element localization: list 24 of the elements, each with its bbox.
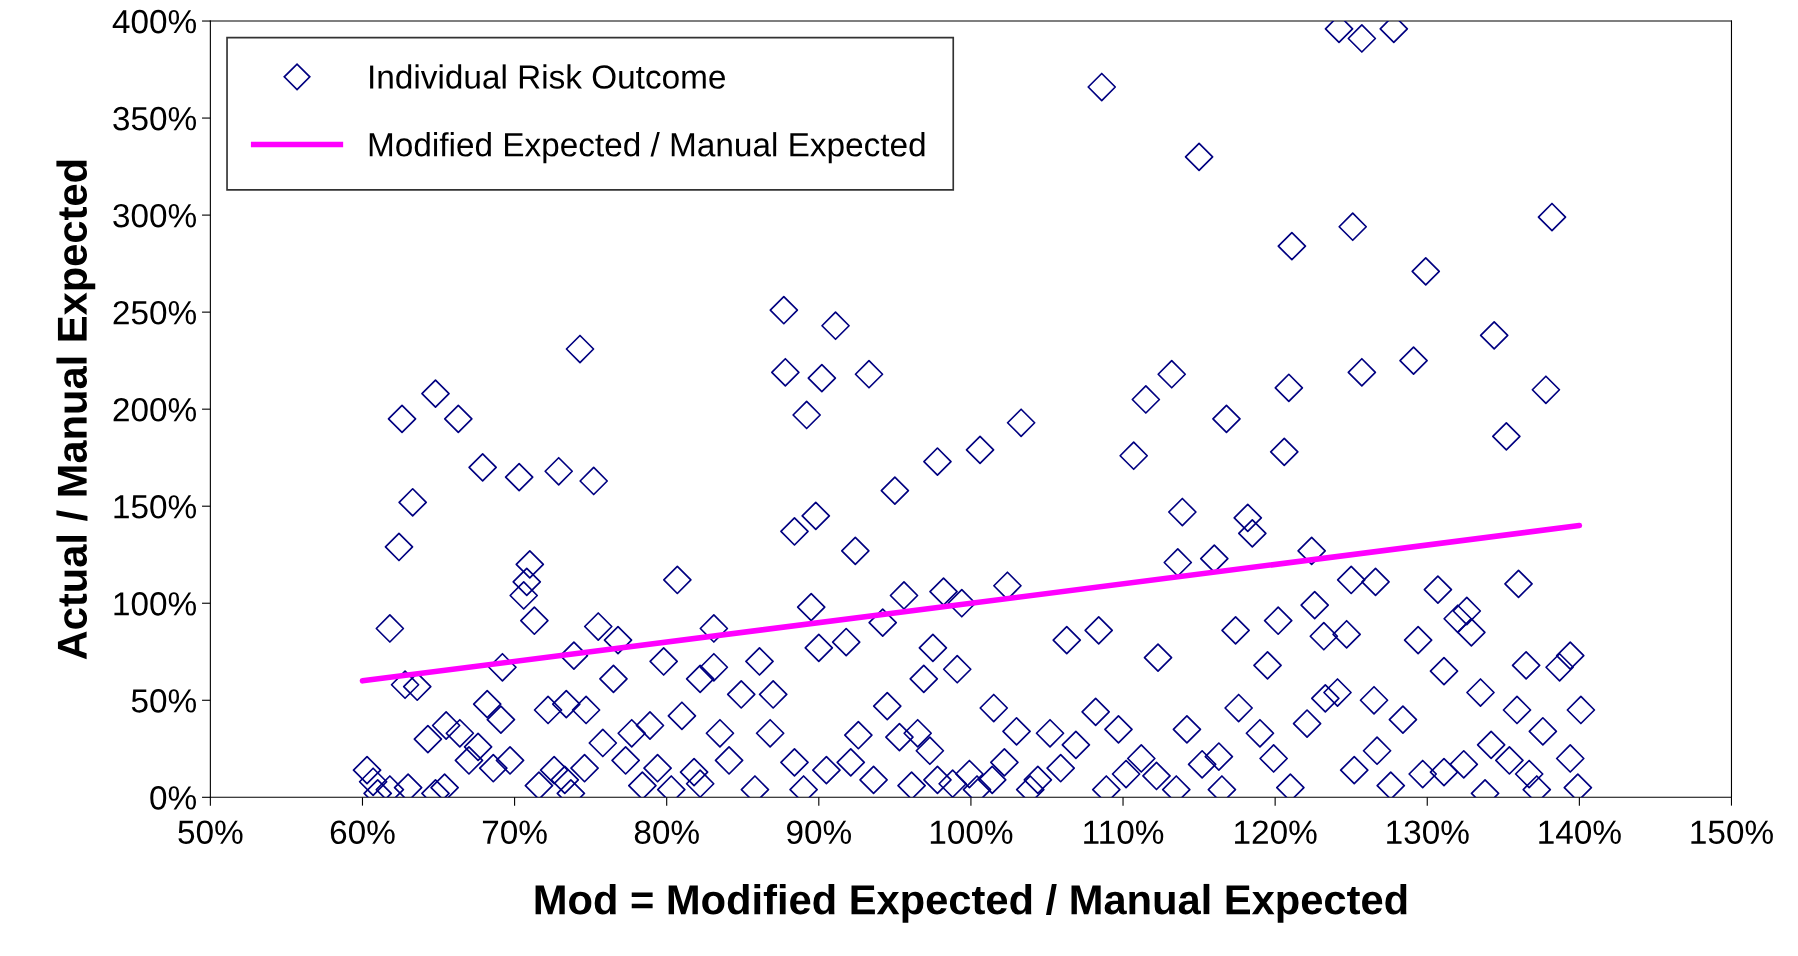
y-tick-label: 50% — [131, 689, 196, 713]
x-tick-label: 140% — [1539, 820, 1621, 845]
y-tick-label: 250% — [113, 300, 196, 325]
x-tick-label: 80% — [634, 820, 699, 845]
x-tick-label: 120% — [1235, 820, 1317, 845]
y-axis-title: Actual / Manual Expected — [56, 160, 96, 660]
x-tick-label: 100% — [930, 820, 1013, 845]
y-tick-label: 200% — [113, 397, 196, 422]
legend-label: Modified Expected / Manual Expected — [369, 132, 925, 164]
y-tick-label: 150% — [114, 495, 196, 519]
legend-label: Individual Risk Outcome — [370, 64, 725, 89]
x-tick-label: 70% — [482, 820, 547, 845]
x-tick-label: 110% — [1084, 820, 1164, 845]
y-tick-label: 350% — [113, 106, 196, 131]
y-tick-label: 100% — [114, 592, 196, 616]
x-tick-label: 50% — [178, 820, 243, 845]
x-tick-label: 150% — [1691, 820, 1773, 845]
x-tick-label: 90% — [787, 820, 851, 845]
x-tick-label: 60% — [330, 820, 395, 845]
x-axis-title: Mod = Modified Expected / Manual Expected — [535, 883, 1407, 923]
y-tick-label: 400% — [112, 9, 196, 34]
y-tick-label: 300% — [113, 203, 196, 228]
x-tick-label: 130% — [1387, 820, 1469, 845]
y-tick-label: 0% — [150, 786, 196, 810]
